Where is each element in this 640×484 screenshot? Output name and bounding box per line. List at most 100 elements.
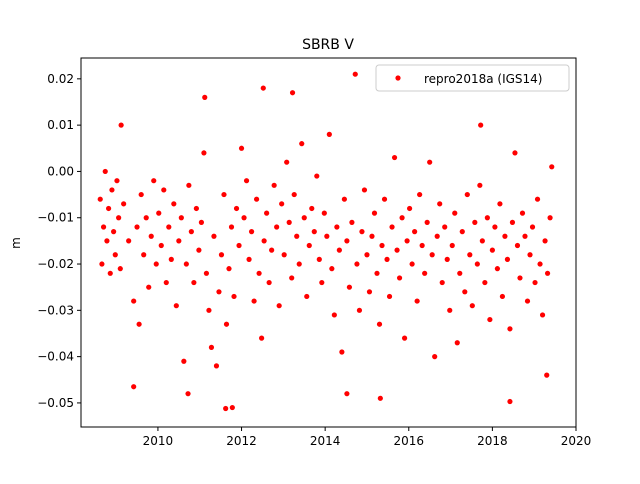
- point: [281, 252, 287, 258]
- point: [248, 229, 255, 235]
- point: [359, 229, 365, 235]
- point: [136, 321, 142, 327]
- point: [116, 215, 122, 221]
- point: [522, 233, 528, 239]
- point: [289, 90, 296, 96]
- point: [321, 210, 327, 216]
- point: [291, 191, 297, 198]
- point: [236, 242, 242, 249]
- point: [371, 210, 378, 216]
- legend-label: repro2018a (IGS14): [424, 72, 542, 86]
- point: [309, 205, 315, 212]
- point: [349, 219, 355, 225]
- point: [143, 215, 149, 221]
- point: [478, 122, 484, 128]
- point: [379, 242, 385, 249]
- point: [474, 261, 480, 267]
- point: [188, 229, 194, 235]
- point: [479, 238, 485, 244]
- point: [271, 182, 277, 188]
- point: [276, 303, 282, 309]
- y-tick-label: 0.01: [47, 118, 74, 132]
- point: [544, 372, 550, 378]
- point: [414, 298, 420, 304]
- point: [286, 219, 292, 225]
- y-axis-label: m: [9, 237, 23, 249]
- point: [131, 298, 137, 304]
- point: [213, 363, 220, 369]
- point: [409, 261, 415, 267]
- point: [193, 205, 199, 212]
- point: [107, 270, 113, 276]
- point: [534, 196, 541, 202]
- point: [206, 307, 212, 313]
- point: [289, 275, 295, 281]
- point: [138, 191, 144, 198]
- point: [176, 238, 182, 244]
- point: [432, 354, 438, 360]
- point: [427, 159, 433, 165]
- point: [412, 229, 418, 235]
- point: [484, 215, 490, 221]
- point: [306, 242, 312, 249]
- point: [404, 238, 410, 244]
- point: [386, 293, 393, 300]
- point: [504, 256, 511, 262]
- point: [243, 178, 250, 184]
- point: [161, 187, 167, 193]
- point: [437, 201, 443, 207]
- point: [134, 224, 140, 230]
- point: [104, 238, 110, 244]
- point: [396, 275, 403, 281]
- point: [352, 71, 358, 77]
- point: [549, 164, 555, 170]
- point: [449, 242, 455, 249]
- point: [326, 131, 332, 137]
- point: [319, 279, 325, 286]
- point: [467, 252, 473, 258]
- point: [264, 210, 270, 216]
- point: [198, 219, 205, 225]
- point: [256, 270, 262, 276]
- point: [487, 316, 493, 323]
- point: [148, 233, 154, 239]
- point: [151, 178, 157, 184]
- point: [489, 247, 495, 253]
- point: [502, 233, 508, 239]
- point: [233, 205, 240, 212]
- point: [391, 154, 398, 161]
- point: [97, 196, 103, 202]
- point: [334, 224, 340, 230]
- point: [384, 256, 390, 262]
- point: [259, 335, 265, 341]
- point: [260, 85, 266, 91]
- point: [492, 224, 498, 230]
- point: [251, 298, 257, 304]
- point: [381, 196, 388, 202]
- point: [171, 201, 177, 207]
- point: [514, 242, 521, 249]
- point: [407, 205, 413, 212]
- point: [131, 384, 137, 390]
- point: [304, 293, 310, 300]
- y-tick-label: −0.05: [37, 396, 74, 410]
- point: [472, 219, 478, 225]
- point: [191, 279, 197, 286]
- point: [102, 168, 108, 175]
- legend-marker: [395, 75, 401, 81]
- point: [424, 219, 430, 225]
- point: [544, 270, 551, 276]
- point: [294, 233, 300, 239]
- x-tick-label: 2012: [226, 434, 257, 448]
- point: [364, 252, 370, 258]
- point: [399, 215, 405, 221]
- point: [201, 150, 207, 156]
- point: [299, 141, 305, 147]
- point: [346, 284, 353, 290]
- point: [253, 196, 260, 202]
- point: [100, 224, 107, 230]
- point: [181, 358, 187, 364]
- point: [527, 252, 533, 258]
- point: [444, 256, 450, 262]
